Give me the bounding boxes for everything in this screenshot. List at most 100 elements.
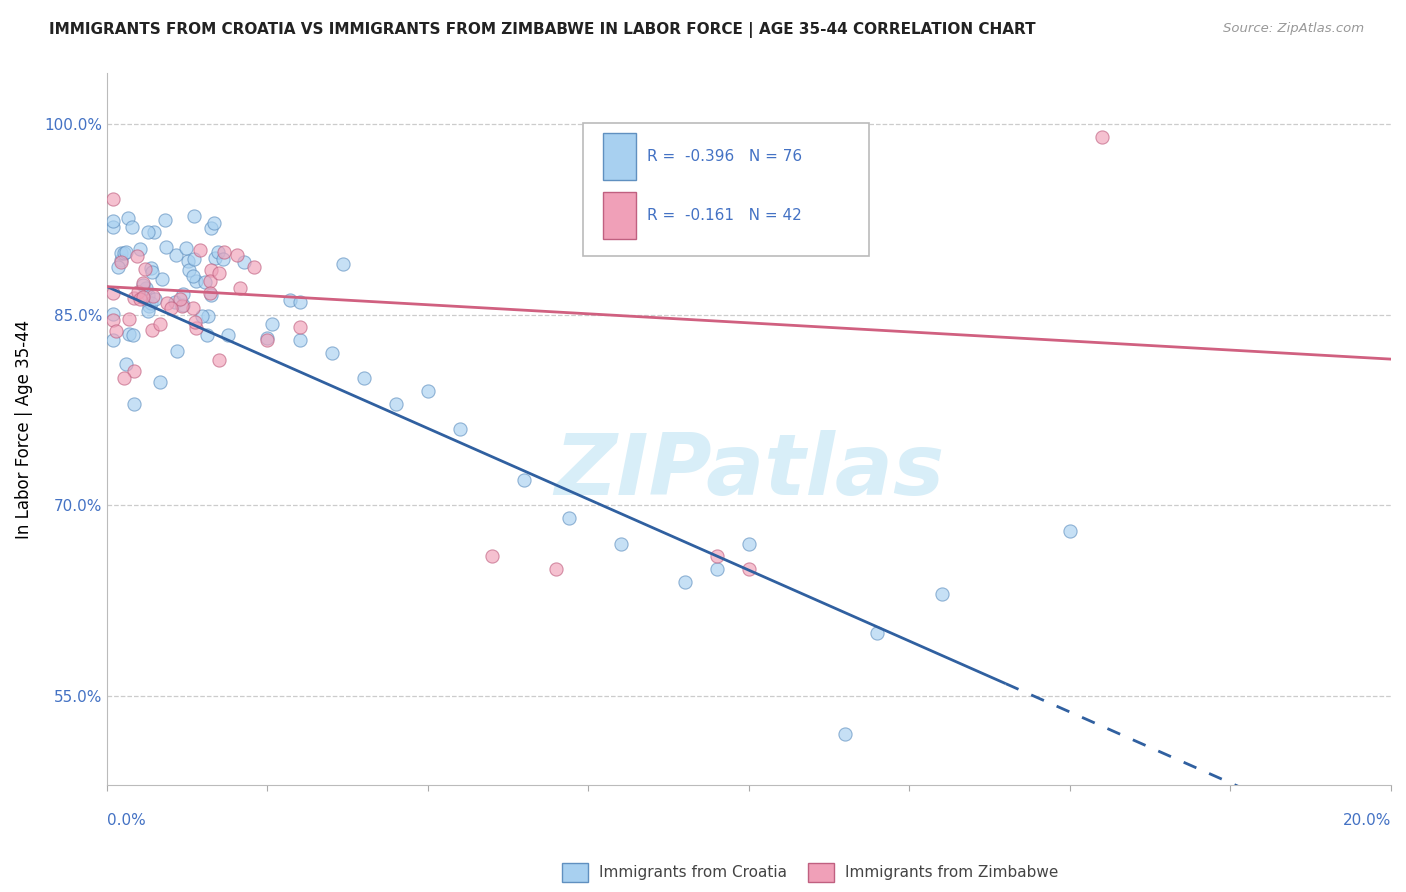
Point — [449, 422, 471, 436]
Point — [136, 303, 159, 318]
Point — [232, 254, 254, 268]
Point — [110, 255, 132, 269]
Point — [1059, 524, 1081, 538]
Point — [110, 252, 132, 267]
Point — [385, 397, 408, 411]
Point — [184, 321, 207, 335]
Point — [256, 333, 278, 347]
Point — [332, 258, 354, 272]
Point — [145, 292, 167, 306]
Point — [183, 252, 205, 267]
Point — [160, 301, 183, 315]
Point — [208, 352, 231, 367]
Point — [181, 268, 204, 283]
Point — [200, 288, 222, 302]
Point — [165, 248, 187, 262]
Point — [103, 219, 125, 234]
Point — [288, 295, 311, 310]
Point — [1091, 129, 1114, 144]
Point — [150, 272, 173, 286]
Text: 0.0%: 0.0% — [107, 813, 146, 828]
Point — [481, 549, 503, 564]
Point — [242, 260, 264, 274]
Point — [706, 562, 728, 576]
Point — [174, 241, 197, 255]
Point — [142, 289, 165, 303]
Point — [195, 328, 218, 343]
Point — [112, 245, 135, 260]
Point — [103, 213, 125, 227]
Text: IMMIGRANTS FROM CROATIA VS IMMIGRANTS FROM ZIMBABWE IN LABOR FORCE | AGE 35-44 C: IMMIGRANTS FROM CROATIA VS IMMIGRANTS FR… — [49, 22, 1036, 38]
Point — [142, 225, 165, 239]
Point — [212, 252, 235, 266]
Point — [118, 326, 141, 341]
Point — [156, 296, 179, 310]
Point — [197, 310, 219, 324]
Point — [153, 213, 176, 227]
Point — [288, 320, 311, 334]
Point — [103, 192, 125, 206]
Point — [107, 260, 129, 275]
Point — [138, 299, 160, 313]
Point — [229, 281, 252, 295]
Point — [103, 312, 125, 326]
Point — [176, 253, 198, 268]
Point — [190, 244, 212, 258]
Point — [103, 285, 125, 300]
Point — [183, 315, 205, 329]
Point — [115, 244, 138, 259]
Point — [131, 278, 153, 293]
Point — [513, 473, 536, 487]
Point — [104, 324, 127, 338]
Point — [186, 274, 208, 288]
Text: Immigrants from Zimbabwe: Immigrants from Zimbabwe — [845, 865, 1059, 880]
Point — [217, 327, 239, 342]
Text: R =  -0.161   N = 42: R = -0.161 N = 42 — [647, 208, 801, 223]
Point — [321, 345, 343, 359]
Text: Source: ZipAtlas.com: Source: ZipAtlas.com — [1223, 22, 1364, 36]
Point — [128, 293, 150, 307]
Point — [200, 221, 222, 235]
Point — [122, 291, 145, 305]
Point — [204, 251, 226, 265]
Point — [225, 247, 247, 261]
Point — [132, 276, 155, 290]
Point — [118, 312, 141, 326]
Point — [183, 209, 205, 223]
Point — [131, 290, 153, 304]
Point — [609, 536, 631, 550]
Point — [103, 308, 125, 322]
Point — [112, 371, 135, 385]
Point — [416, 384, 439, 398]
Point — [165, 294, 187, 309]
Point — [207, 244, 229, 259]
Point — [280, 293, 302, 308]
Point — [546, 562, 568, 576]
Point — [166, 344, 188, 359]
Point — [181, 301, 204, 315]
Text: ZIPatlas: ZIPatlas — [554, 430, 943, 513]
Point — [135, 281, 157, 295]
Text: Immigrants from Croatia: Immigrants from Croatia — [599, 865, 787, 880]
Y-axis label: In Labor Force | Age 35-44: In Labor Force | Age 35-44 — [15, 319, 32, 539]
Point — [127, 285, 149, 299]
Point — [149, 375, 172, 389]
Point — [129, 242, 152, 256]
Point — [353, 371, 375, 385]
Point — [170, 299, 193, 313]
Point — [194, 275, 217, 289]
Point — [673, 574, 696, 589]
Point — [172, 287, 194, 301]
Point — [139, 296, 162, 310]
Point — [139, 260, 162, 275]
Text: 20.0%: 20.0% — [1343, 813, 1391, 828]
Point — [738, 536, 761, 550]
Point — [866, 625, 889, 640]
Point — [256, 330, 278, 344]
Point — [558, 511, 581, 525]
Point — [260, 318, 283, 332]
Point — [202, 216, 225, 230]
Point — [191, 310, 214, 324]
Point — [706, 549, 728, 564]
Point — [117, 211, 139, 226]
